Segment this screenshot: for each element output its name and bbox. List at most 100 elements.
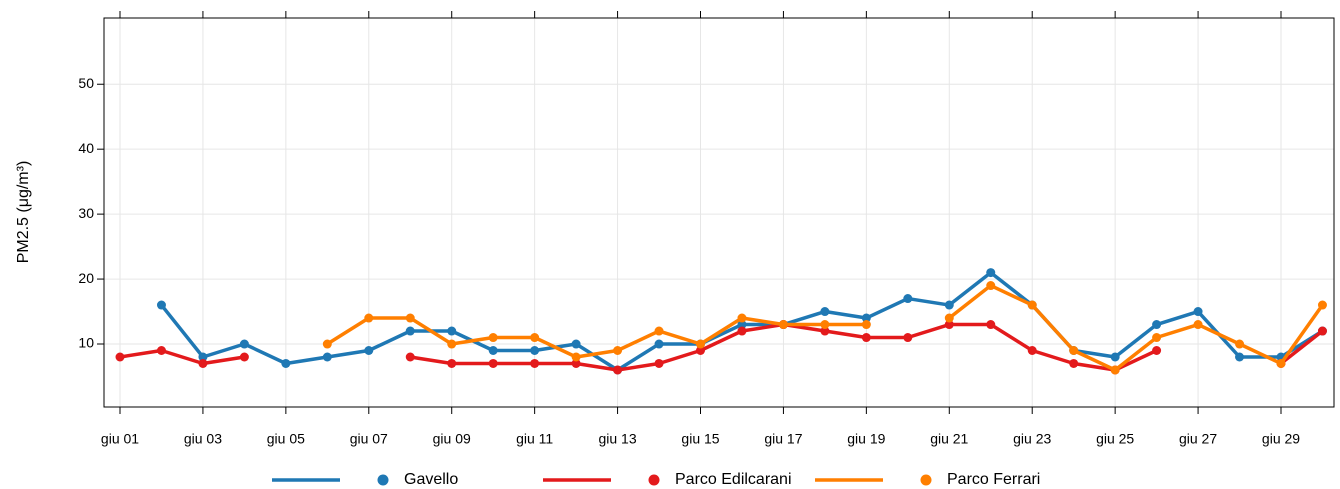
data-point <box>696 346 705 356</box>
data-point <box>156 346 166 356</box>
data-point <box>1317 300 1327 310</box>
legend-label: Gavello <box>404 471 458 488</box>
data-point <box>1193 320 1203 330</box>
y-tick-label: 30 <box>78 205 94 221</box>
legend-label: Parco Edilcarani <box>675 471 792 488</box>
x-tick-label: giu 21 <box>930 431 968 447</box>
data-point <box>654 339 664 349</box>
data-point <box>198 358 208 368</box>
series-line <box>119 348 245 366</box>
legend-marker <box>377 474 389 486</box>
data-point <box>447 339 457 349</box>
data-point <box>1235 352 1245 362</box>
data-point <box>861 313 871 323</box>
x-tick-label: giu 09 <box>433 431 471 447</box>
x-tick-label: giu 19 <box>847 431 885 447</box>
data-point <box>654 326 664 336</box>
data-point <box>861 333 871 343</box>
data-point <box>1069 346 1079 356</box>
x-tick-label: giu 17 <box>764 431 802 447</box>
data-point <box>1069 358 1079 368</box>
data-point <box>737 320 747 330</box>
x-tick-label: giu 29 <box>1262 431 1300 447</box>
data-point <box>1152 333 1162 343</box>
data-point <box>488 358 498 368</box>
data-point <box>986 268 996 278</box>
series-line <box>1279 329 1324 365</box>
x-tick-label: giu 27 <box>1179 431 1217 447</box>
legend-marker <box>648 474 660 486</box>
data-point <box>1152 320 1162 330</box>
data-point <box>820 320 830 330</box>
data-point <box>613 346 623 356</box>
data-point <box>654 358 664 368</box>
data-point <box>239 352 249 362</box>
data-point <box>1193 307 1203 317</box>
x-tick-label: giu 07 <box>350 431 388 447</box>
data-point <box>488 333 498 343</box>
data-point <box>613 365 623 375</box>
data-point <box>571 358 581 368</box>
data-point <box>1027 346 1037 356</box>
data-point <box>198 352 208 362</box>
data-point <box>530 333 540 343</box>
y-axis-label: PM2.5 (μg/m³) <box>15 161 32 264</box>
data-point <box>1110 352 1120 362</box>
data-point <box>1317 326 1327 336</box>
y-tick-label: 10 <box>78 335 94 351</box>
data-point <box>447 326 457 336</box>
data-point <box>156 300 166 310</box>
data-point <box>281 358 291 368</box>
x-tick-label: giu 03 <box>184 431 222 447</box>
x-tick-label: giu 01 <box>101 431 139 447</box>
data-point <box>737 313 747 323</box>
data-point <box>737 326 747 336</box>
data-point <box>778 320 788 330</box>
series-line <box>326 316 867 359</box>
data-point <box>530 358 540 368</box>
x-tick-label: giu 11 <box>516 431 553 447</box>
y-tick-label: 20 <box>78 270 94 286</box>
data-point <box>1152 346 1162 356</box>
y-tick-label: 40 <box>78 140 94 156</box>
data-point <box>364 313 374 323</box>
data-point <box>239 339 249 349</box>
data-point <box>364 346 374 356</box>
data-point <box>322 352 332 362</box>
plot-frame <box>103 17 1335 408</box>
data-point <box>861 320 871 330</box>
data-point <box>944 320 954 330</box>
data-point <box>571 339 581 349</box>
data-point <box>447 358 457 368</box>
data-point <box>405 352 415 362</box>
data-point <box>322 339 332 349</box>
x-tick-label: giu 15 <box>681 431 719 447</box>
data-point <box>944 313 954 323</box>
data-point <box>571 352 581 362</box>
legend-marker <box>920 474 932 486</box>
data-point <box>405 313 415 323</box>
data-point <box>696 339 705 349</box>
data-point <box>986 281 996 291</box>
data-point <box>986 320 996 330</box>
data-point <box>115 352 125 362</box>
legend-label: Parco Ferrari <box>947 471 1040 488</box>
data-point <box>1027 300 1037 310</box>
data-point <box>903 333 913 343</box>
y-tick-label: 50 <box>78 75 94 91</box>
data-point <box>944 300 954 310</box>
grid <box>104 18 1334 407</box>
x-tick-label: giu 13 <box>598 431 636 447</box>
series-line <box>948 283 1324 372</box>
data-point <box>1110 365 1120 375</box>
data-point <box>1276 358 1286 368</box>
data-point <box>405 326 415 336</box>
x-tick-label: giu 23 <box>1013 431 1051 447</box>
data-point <box>1235 339 1245 349</box>
data-point <box>530 346 540 356</box>
data-point <box>488 346 498 356</box>
data-point <box>820 326 830 336</box>
data-point <box>903 294 913 304</box>
x-tick-label: giu 05 <box>267 431 305 447</box>
